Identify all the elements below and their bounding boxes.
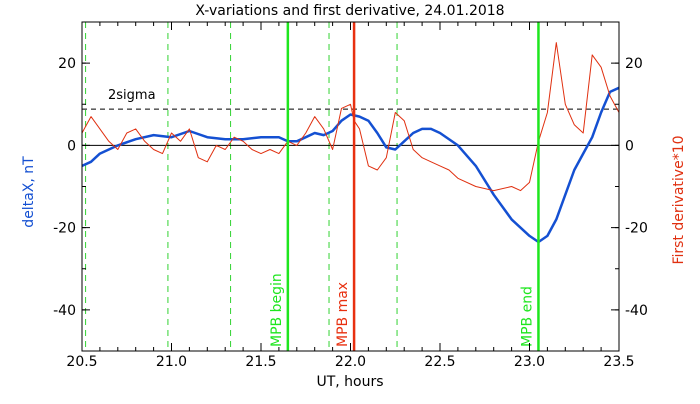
mpb-end-label: MPB end: [519, 286, 535, 347]
plot-area: MPB begin MPB max MPB end 20.5 21.0 21.5 22.0 2…: [53, 21, 648, 370]
y-tick-label-right: 0: [625, 138, 634, 154]
y-tick-label-left: 0: [67, 138, 76, 154]
series-line-deltax: [81, 86, 620, 244]
x-tick-label: 21.0: [156, 354, 187, 370]
x-tick-label: 22.5: [424, 354, 455, 370]
y-axis-label-left: deltaX, nT: [21, 156, 37, 228]
x-tick-label: 23.0: [514, 354, 545, 370]
chart-title: X-variations and first derivative, 24.01…: [195, 3, 504, 19]
x-tick-label: 20.5: [66, 354, 97, 370]
y-tick-label-left: 20: [58, 56, 76, 72]
x-tick-label: 21.5: [245, 354, 276, 370]
y-tick-label-right: 20: [625, 56, 643, 72]
y-tick-label-right: -20: [625, 221, 648, 237]
x-tick-label: 23.5: [603, 354, 634, 370]
x-axis-label: UT, hours: [316, 374, 383, 390]
mpb-begin-label: MPB begin: [269, 273, 285, 347]
y-tick-label-right: -40: [625, 303, 648, 319]
series-line-derivative: [81, 42, 620, 192]
y-axis-label-right: First derivative*10: [671, 135, 687, 264]
mpb-max-label: MPB max: [335, 282, 351, 347]
sigma-label: 2sigma: [108, 88, 156, 103]
y-tick-label-left: -20: [53, 221, 76, 237]
x-tick-label: 22.0: [335, 354, 366, 370]
y-tick-label-left: -40: [53, 303, 76, 319]
